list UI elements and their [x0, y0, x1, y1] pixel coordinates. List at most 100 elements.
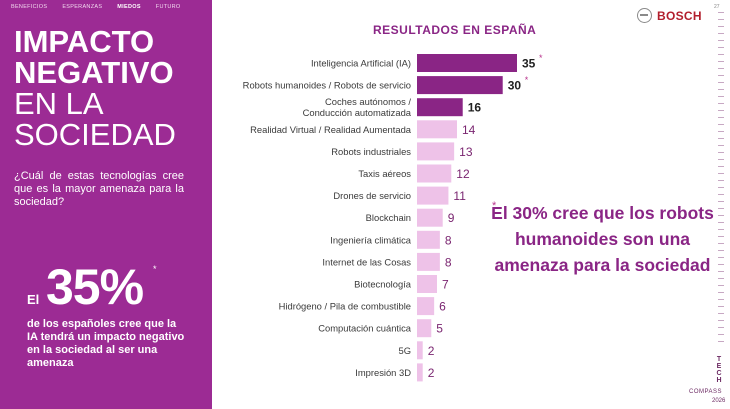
ruler-tick [718, 208, 724, 209]
ruler-tick [718, 61, 724, 62]
survey-question: ¿Cuál de estas tecnologías cree que es l… [14, 170, 184, 208]
ruler-tick [718, 82, 724, 83]
value-asterisk: * [539, 53, 543, 63]
tech-compass-label: COMPASS [689, 389, 723, 395]
tech-compass-year: 2026 [712, 398, 726, 404]
bar [417, 186, 449, 205]
bosch-wordmark: BOSCH [657, 8, 702, 23]
value-label: 16 [468, 101, 482, 115]
ruler-tick [718, 215, 724, 216]
value-label: 2 [428, 344, 435, 358]
category-label: Taxis aéreos [358, 168, 411, 179]
stat-asterisk: * [153, 264, 157, 274]
ruler-tick [718, 243, 724, 244]
value-label: 2 [428, 366, 435, 380]
category-label: Robots humanoides / Robots de servicio [243, 80, 411, 91]
tech-letter: T [716, 356, 722, 363]
value-label: 11 [453, 189, 466, 203]
headline-line-4: SOCIEDAD [14, 117, 176, 152]
ruler-tick [718, 117, 724, 118]
value-label: 8 [445, 255, 452, 269]
category-label: Drones de servicio [333, 190, 411, 201]
page-headline: IMPACTO NEGATIVO EN LA SOCIEDAD [14, 26, 209, 150]
ruler-tick [718, 166, 724, 167]
bosch-logo-icon [637, 8, 652, 23]
bar [417, 54, 517, 72]
ruler-tick [718, 19, 724, 20]
nav-item-esperanzas[interactable]: ESPERANZAS [62, 4, 103, 10]
bar [417, 275, 437, 293]
ruler-tick [718, 201, 724, 202]
side-ruler [712, 12, 730, 352]
ruler-tick [718, 187, 724, 188]
ruler-tick [718, 110, 724, 111]
value-label: 14 [462, 123, 476, 137]
ruler-tick [718, 271, 724, 272]
ruler-tick [718, 138, 724, 139]
ruler-tick [718, 40, 724, 41]
ruler-tick [718, 285, 724, 286]
nav-item-futuro[interactable]: FUTURO [155, 4, 181, 10]
ruler-tick [718, 12, 724, 13]
ruler-tick [718, 103, 724, 104]
ruler-tick [718, 68, 724, 69]
value-label: 35 [522, 57, 536, 71]
ruler-tick [718, 341, 724, 342]
category-label: Inteligencia Artificial (IA) [311, 58, 411, 69]
page-number: 27 [714, 4, 720, 10]
bar [417, 164, 452, 183]
bar [417, 297, 435, 316]
ruler-tick [718, 152, 724, 153]
ruler-tick [718, 159, 724, 160]
bar [417, 142, 455, 161]
ruler-tick [718, 299, 724, 300]
ruler-tick [718, 257, 724, 258]
nav-item-beneficios[interactable]: BENEFICIOS [11, 4, 48, 10]
bosch-brand: BOSCH [637, 8, 702, 23]
category-label: Biotecnología [354, 279, 412, 290]
top-nav: BENEFICIOS ESPERANZAS MIEDOS FUTURO [11, 4, 181, 10]
ruler-tick [718, 320, 724, 321]
bar [417, 120, 457, 139]
category-label: Coches autónomos / Conducción automatizad… [303, 96, 412, 118]
ruler-tick [718, 54, 724, 55]
stat-description: de los españoles cree que la IA tendrá u… [27, 318, 185, 369]
ruler-tick [718, 173, 724, 174]
category-label: Blockchain [366, 212, 411, 223]
value-label: 6 [439, 300, 446, 314]
bar [417, 230, 440, 249]
bar [417, 252, 440, 271]
ruler-tick [718, 96, 724, 97]
ruler-tick [718, 75, 724, 76]
ruler-tick [718, 145, 724, 146]
category-label: Internet de las Cosas [322, 256, 411, 267]
ruler-tick [718, 124, 724, 125]
bar [417, 363, 423, 382]
ruler-tick [718, 278, 724, 279]
ruler-tick [718, 250, 724, 251]
category-label: Ingeniería climática [330, 234, 412, 245]
value-asterisk: * [525, 75, 529, 85]
value-label: 30 [508, 79, 522, 93]
bar [417, 76, 503, 95]
ruler-tick [718, 292, 724, 293]
nav-item-miedos[interactable]: MIEDOS [117, 4, 141, 10]
ruler-tick [718, 131, 724, 132]
ruler-tick [718, 306, 724, 307]
tech-letter: E [716, 363, 722, 370]
headline-line-3: EN LA [14, 86, 104, 121]
ruler-tick [718, 89, 724, 90]
ruler-tick [718, 180, 724, 181]
value-label: 5 [436, 322, 443, 336]
ruler-tick [718, 229, 724, 230]
callout-asterisk: * [492, 200, 497, 212]
ruler-tick [718, 264, 724, 265]
value-label: 8 [445, 233, 452, 247]
category-label: Hidrógeno / Pila de combustible [279, 301, 411, 312]
ruler-tick [718, 222, 724, 223]
ruler-tick [718, 313, 724, 314]
bar [417, 319, 432, 338]
stat-prefix: El [27, 292, 40, 307]
